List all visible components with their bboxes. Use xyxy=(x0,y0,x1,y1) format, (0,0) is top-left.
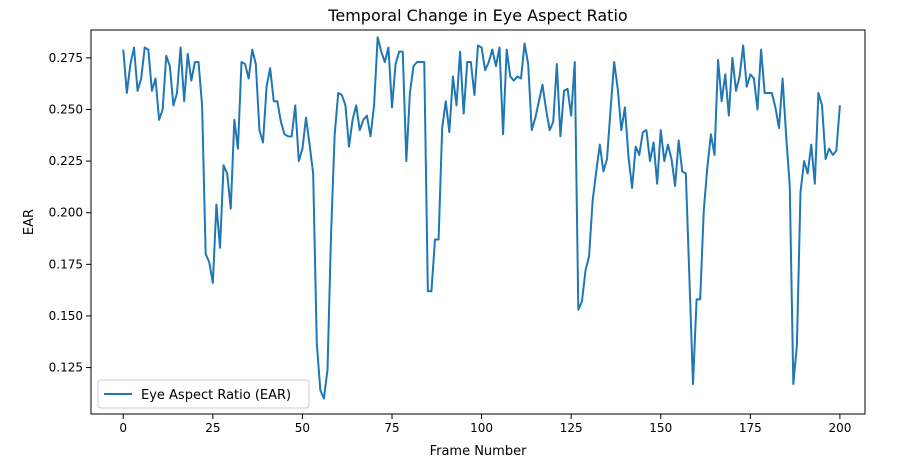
x-tick-label: 100 xyxy=(470,421,493,435)
x-tick-label: 25 xyxy=(205,421,220,435)
x-tick-label: 125 xyxy=(560,421,583,435)
y-axis-ticks: 0.125 0.150 0.175 0.200 0.225 0.250 0.275 xyxy=(49,51,91,375)
legend-box xyxy=(97,379,310,409)
x-axis-label: Frame Number xyxy=(430,444,528,459)
y-tick-label: 0.125 xyxy=(49,361,83,375)
y-tick-label: 0.200 xyxy=(49,206,83,220)
y-tick-label: 0.175 xyxy=(49,257,83,271)
x-tick-label: 175 xyxy=(739,421,762,435)
x-tick-label: 50 xyxy=(295,421,310,435)
x-tick-label: 0 xyxy=(119,421,127,435)
y-tick-label: 0.250 xyxy=(49,102,83,116)
series-line-0 xyxy=(122,36,841,400)
chart-title: Temporal Change in Eye Aspect Ratio xyxy=(327,6,627,25)
x-axis-ticks: 0 25 50 75 100 125 150 175 200 xyxy=(119,414,851,435)
x-tick-label: 200 xyxy=(828,421,851,435)
y-tick-label: 0.225 xyxy=(49,154,83,168)
y-tick-label: 0.275 xyxy=(49,51,83,65)
plot-area xyxy=(90,29,866,415)
plot-frame xyxy=(90,29,866,415)
series-layer xyxy=(122,36,841,400)
legend-label: Eye Aspect Ratio (EAR) xyxy=(141,388,291,403)
y-axis-label: EAR xyxy=(22,209,37,235)
x-tick-label: 150 xyxy=(649,421,672,435)
legend: Eye Aspect Ratio (EAR) xyxy=(97,379,310,409)
x-tick-label: 75 xyxy=(384,421,399,435)
y-tick-label: 0.150 xyxy=(49,309,83,323)
